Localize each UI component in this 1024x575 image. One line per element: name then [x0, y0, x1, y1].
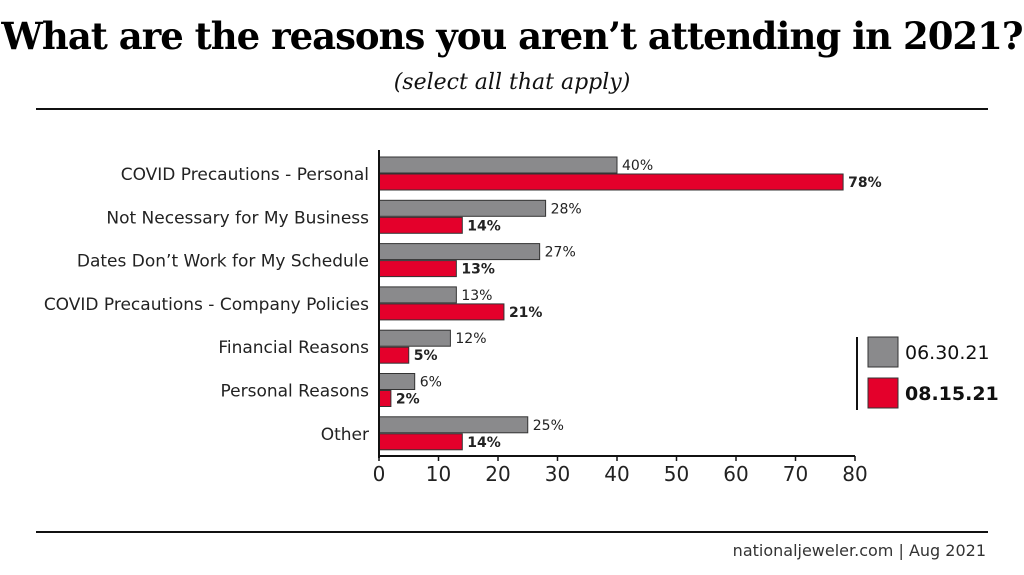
data-label: 12% [455, 331, 486, 347]
category-label: Personal Reasons [221, 382, 370, 402]
data-label: 25% [533, 418, 564, 434]
x-tick-label: 30 [545, 462, 570, 486]
legend-swatch [867, 336, 899, 368]
x-tick-label: 70 [783, 462, 808, 486]
data-label: 6% [420, 375, 442, 391]
x-tick-label: 50 [664, 462, 689, 486]
category-label: Financial Reasons [218, 338, 369, 358]
data-label: 5% [414, 348, 438, 364]
category-label: Other [321, 425, 369, 445]
category-label: COVID Precautions - Personal [121, 165, 369, 185]
bar-06-30-21 [378, 243, 541, 261]
top-divider [36, 108, 988, 110]
bar-08-15-21 [378, 173, 844, 191]
bar-08-15-21 [378, 433, 463, 451]
bar-06-30-21 [378, 329, 451, 347]
data-label: 14% [467, 218, 501, 234]
footer-source: nationaljeweler.com | Aug 2021 [732, 541, 986, 560]
data-label: 27% [545, 245, 576, 261]
bottom-divider [36, 531, 988, 533]
x-tick-label: 10 [426, 462, 451, 486]
bar-08-15-21 [378, 216, 463, 234]
data-label: 2% [396, 392, 420, 408]
data-label: 13% [461, 262, 495, 278]
x-tick-label: 80 [842, 462, 867, 486]
legend-label: 06.30.21 [905, 342, 990, 364]
x-tick-label: 0 [373, 462, 386, 486]
bar-06-30-21 [378, 156, 618, 174]
bar-06-30-21 [378, 199, 547, 217]
data-label: 14% [467, 435, 501, 451]
data-label: 13% [461, 288, 492, 304]
data-label: 40% [622, 158, 653, 174]
category-label: COVID Precautions - Company Policies [44, 295, 369, 315]
category-label: Dates Don’t Work for My Schedule [77, 252, 369, 272]
bar-06-30-21 [378, 286, 457, 304]
x-tick-label: 60 [723, 462, 748, 486]
x-tick-label: 20 [485, 462, 510, 486]
chart-title: What are the reasons you aren’t attendin… [1, 14, 1023, 58]
x-tick-label: 40 [604, 462, 629, 486]
data-label: 21% [509, 305, 543, 321]
bar-06-30-21 [378, 416, 529, 434]
data-label: 28% [551, 201, 582, 217]
data-label: 78% [848, 175, 882, 191]
category-label: Not Necessary for My Business [106, 208, 369, 228]
bar-08-15-21 [378, 303, 505, 321]
bar-08-15-21 [378, 390, 392, 407]
chart-subtitle: (select all that apply) [393, 70, 631, 95]
bar-08-15-21 [378, 260, 457, 278]
bar-06-30-21 [378, 373, 416, 390]
legend-swatch [867, 377, 899, 409]
bar-08-15-21 [378, 346, 410, 364]
legend-label: 08.15.21 [905, 383, 999, 405]
